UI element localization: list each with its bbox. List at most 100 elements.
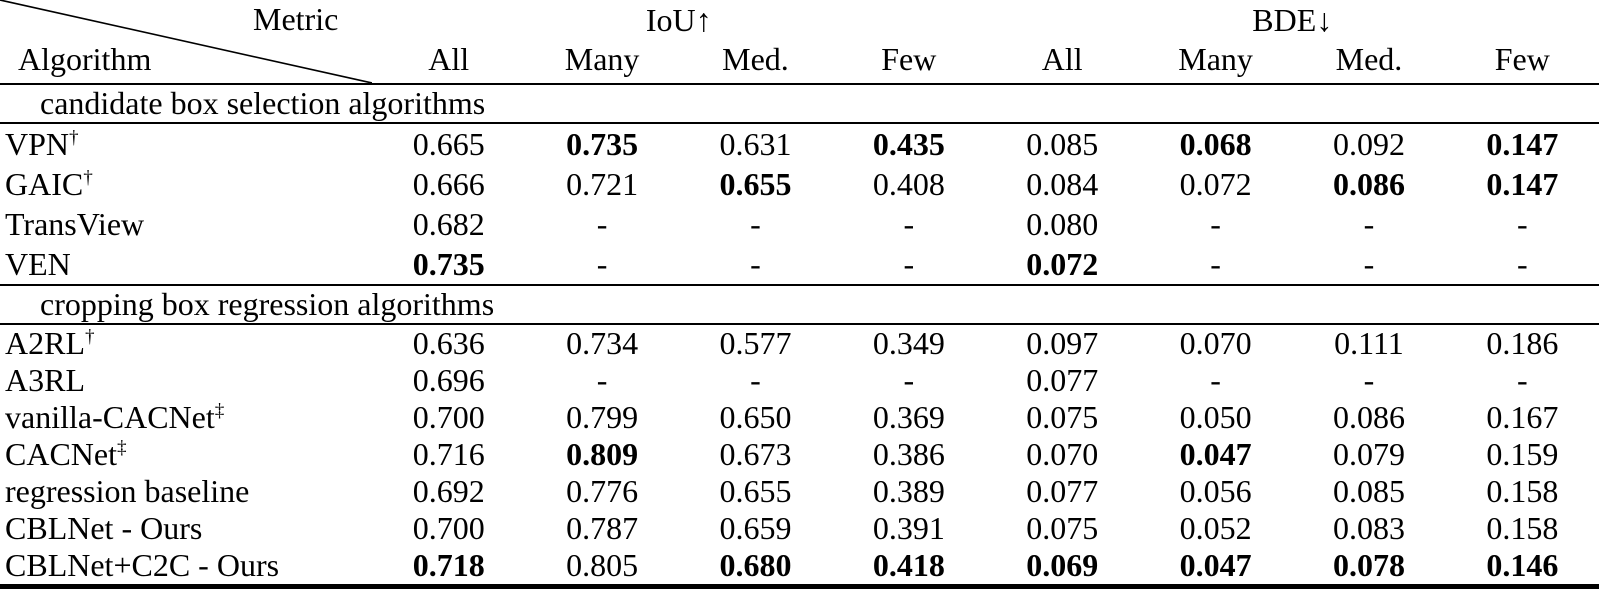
value-cell: 0.799: [566, 399, 639, 435]
value-cell: -: [750, 245, 761, 282]
value-cell: 0.077: [1026, 473, 1099, 509]
algorithm-name: regression baseline: [5, 473, 250, 509]
diagonal-divider-line: [0, 0, 372, 83]
value-cell: 0.735: [566, 125, 639, 162]
value-cell: 0.631: [719, 125, 792, 162]
value-cell: 0.577: [719, 325, 792, 361]
table-row: regression baseline 0.692 0.776 0.655 0.389 0…: [0, 473, 1599, 510]
value-cell: 0.665: [412, 125, 485, 162]
value-cell: 0.167: [1486, 399, 1559, 435]
value-cell: 0.075: [1026, 399, 1099, 435]
value-cell: 0.084: [1026, 165, 1099, 202]
header-iou-many: Many: [525, 40, 679, 85]
value-cell: -: [750, 205, 761, 242]
value-cell: 0.092: [1332, 125, 1405, 162]
value-cell: 0.083: [1332, 510, 1405, 546]
header-bde-all: All: [985, 40, 1139, 85]
value-cell: -: [750, 362, 761, 398]
value-cell: 0.052: [1179, 510, 1252, 546]
value-cell: 0.636: [412, 325, 485, 361]
value-cell: 0.696: [412, 362, 485, 398]
header-algorithm-label: Algorithm: [18, 41, 152, 77]
value-cell: -: [1516, 205, 1528, 242]
value-cell: 0.085: [1026, 125, 1099, 162]
header-group-row: Metric Algorithm IoU↑ BDE↓: [0, 0, 1599, 85]
value-cell: 0.069: [985, 547, 1139, 589]
value-cell: 0.159: [1486, 436, 1559, 472]
value-cell: 0.158: [1486, 510, 1559, 546]
value-cell: 0.086: [1332, 399, 1405, 435]
value-cell: 0.418: [832, 547, 986, 589]
algorithm-name: CACNet: [5, 436, 117, 472]
value-cell: 0.673: [719, 436, 792, 472]
algorithm-name: CBLNet+C2C - Ours: [5, 547, 280, 583]
value-cell: 0.078: [1292, 547, 1446, 589]
value-cell: -: [596, 205, 608, 242]
algorithm-name-cell: CACNet‡: [0, 436, 372, 473]
value-cell: 0.186: [1486, 325, 1559, 361]
algorithm-name-cell: A2RL†: [0, 324, 372, 362]
section-header-row: candidate box selection algorithms: [0, 83, 1599, 124]
value-cell: 0.070: [1179, 325, 1252, 361]
table-row: vanilla-CACNet‡ 0.700 0.799 0.650 0.369 0.075…: [0, 399, 1599, 436]
value-cell: 0.650: [719, 399, 792, 435]
value-cell: 0.666: [412, 165, 485, 202]
value-cell: 0.655: [719, 165, 792, 202]
algorithm-name-cell: VEN: [0, 244, 372, 285]
value-cell: 0.077: [1026, 362, 1099, 398]
value-cell: 0.085: [1332, 473, 1405, 509]
algorithm-name: TransView: [5, 205, 145, 242]
value-cell: -: [1516, 362, 1528, 398]
value-cell: 0.349: [872, 325, 945, 361]
section-header-row: cropping box regression algorithms: [0, 284, 1599, 325]
algorithm-name: A2RL: [5, 325, 85, 361]
algorithm-name: CBLNet - Ours: [5, 510, 203, 546]
value-cell: 0.391: [872, 510, 945, 546]
value-cell: 0.408: [872, 165, 945, 202]
value-cell: 0.072: [1026, 245, 1099, 282]
value-cell: -: [1210, 362, 1221, 398]
algorithm-name-cell: CBLNet - Ours: [0, 510, 372, 547]
value-cell: 0.716: [412, 436, 485, 472]
value-cell: -: [596, 245, 608, 282]
table-row: CACNet‡ 0.716 0.809 0.673 0.386 0.070 0.047 0.0…: [0, 436, 1599, 473]
table-header: Metric Algorithm IoU↑ BDE↓ All Many Med.…: [0, 0, 1599, 85]
value-cell: -: [903, 245, 915, 282]
value-cell: -: [903, 362, 915, 398]
header-metric-label: Metric: [253, 1, 339, 37]
header-bde-few: Few: [1445, 40, 1599, 85]
footnote-marker: †: [85, 326, 95, 348]
header-iou-med: Med.: [678, 40, 833, 85]
value-cell: 0.369: [872, 399, 945, 435]
value-cell: 0.146: [1445, 547, 1599, 589]
value-cell: -: [1363, 245, 1375, 282]
value-cell: 0.435: [872, 125, 945, 162]
value-cell: 0.050: [1179, 399, 1252, 435]
header-group-iou: IoU↑: [645, 1, 712, 38]
results-table: Metric Algorithm IoU↑ BDE↓ All Many Med.…: [0, 0, 1599, 589]
value-cell: 0.070: [1026, 436, 1099, 472]
header-bde-many: Many: [1138, 40, 1293, 85]
table-row: TransView 0.682 - - - 0.080 - - -: [0, 204, 1599, 244]
value-cell: 0.659: [719, 510, 792, 546]
header-subcolumn-row: All Many Med. Few All Many Med. Few: [0, 40, 1599, 85]
algorithm-name-cell: A3RL: [0, 362, 372, 399]
value-cell: 0.787: [566, 510, 639, 546]
section-title: candidate box selection algorithms: [0, 83, 1599, 124]
footnote-marker: ‡: [214, 400, 225, 422]
value-cell: -: [1210, 245, 1221, 282]
algorithm-name-cell: vanilla-CACNet‡: [0, 399, 372, 436]
value-cell: 0.735: [412, 245, 485, 282]
value-cell: 0.158: [1486, 473, 1559, 509]
value-cell: 0.111: [1334, 325, 1404, 361]
value-cell: 0.655: [719, 473, 792, 509]
value-cell: 0.147: [1486, 125, 1559, 162]
table-row: GAIC† 0.666 0.721 0.655 0.408 0.084 0.072 0.086…: [0, 164, 1599, 204]
value-cell: 0.079: [1332, 436, 1405, 472]
value-cell: 0.086: [1332, 165, 1405, 202]
header-bde-med: Med.: [1292, 40, 1446, 85]
algorithm-name-cell: TransView: [0, 204, 372, 244]
footnote-marker: ‡: [117, 437, 127, 459]
header-iou-few: Few: [832, 40, 986, 85]
value-cell: 0.075: [1026, 510, 1099, 546]
